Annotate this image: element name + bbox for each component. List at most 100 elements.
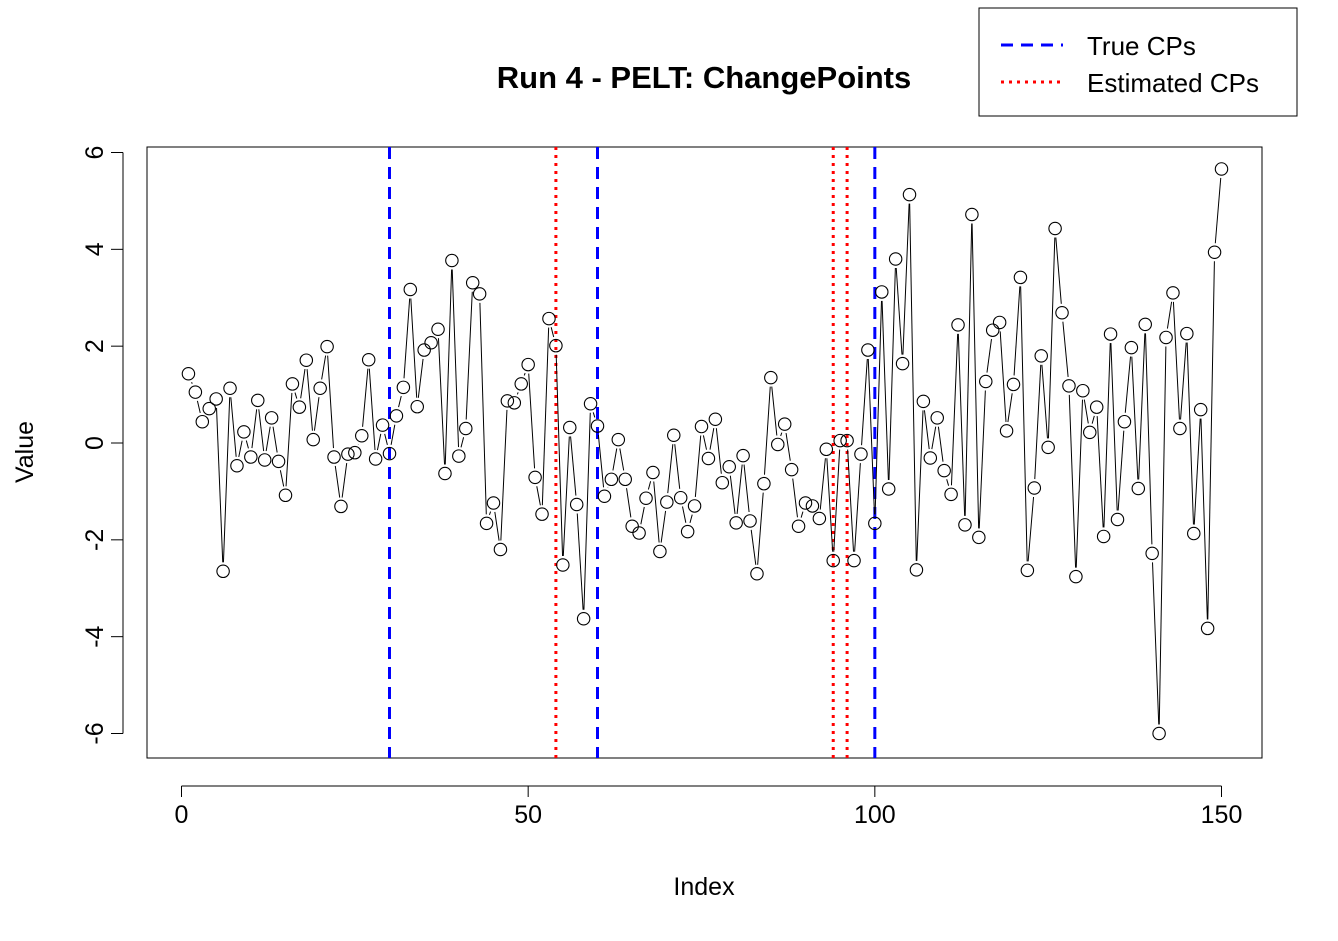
legend-label-true-cps: True CPs — [1087, 31, 1196, 61]
data-point — [854, 447, 868, 461]
series-segment — [888, 267, 896, 481]
data-point — [320, 339, 334, 354]
data-point — [452, 449, 466, 463]
series-segment — [258, 409, 265, 452]
series-segment — [1172, 301, 1180, 420]
series-segment — [986, 339, 992, 373]
data-point — [1006, 377, 1021, 392]
series-segment — [555, 354, 564, 557]
series-segment — [682, 506, 687, 523]
series-segment — [334, 465, 341, 498]
x-tick-label: 50 — [514, 801, 542, 829]
data-point — [479, 516, 494, 531]
data-point — [1117, 414, 1132, 429]
data-point — [958, 518, 972, 532]
y-tick-label: 0 — [81, 436, 109, 450]
series-segment — [368, 368, 376, 451]
data-point — [985, 323, 1000, 337]
data-point — [888, 252, 903, 266]
data-point — [542, 311, 556, 326]
y-tick-label: -4 — [81, 625, 109, 647]
series-segment — [763, 386, 771, 475]
series-segment — [230, 397, 237, 457]
data-point — [583, 397, 598, 411]
data-point — [597, 489, 612, 504]
series-segment — [1020, 286, 1028, 562]
data-point — [528, 470, 542, 485]
series-segment — [550, 327, 555, 338]
data-point — [341, 447, 355, 461]
data-point — [875, 285, 889, 299]
data-point — [604, 472, 619, 487]
series-segment — [191, 382, 193, 384]
data-point — [680, 524, 695, 539]
data-point — [667, 428, 681, 443]
data-point — [486, 496, 501, 510]
data-point — [396, 380, 411, 395]
x-tick-label: 100 — [854, 801, 896, 829]
series-segment — [619, 448, 625, 471]
data-point — [264, 411, 279, 425]
series-segment — [909, 203, 917, 561]
series-segment — [327, 355, 334, 449]
series-segment — [417, 358, 424, 398]
data-point — [403, 282, 418, 297]
data-point — [625, 519, 639, 534]
data-point — [771, 437, 785, 452]
data-point — [1180, 326, 1194, 341]
data-point — [611, 432, 626, 447]
series-segment — [279, 470, 285, 487]
series-segment — [1075, 399, 1083, 568]
data-point — [445, 253, 459, 268]
data-point — [729, 516, 743, 530]
x-tick-label: 0 — [175, 801, 189, 829]
data-point — [833, 433, 847, 448]
y-axis: -6 -4 -2 0 2 4 6 — [81, 146, 124, 745]
data-point — [979, 374, 993, 389]
data-point — [209, 392, 223, 406]
series-segment — [362, 368, 369, 427]
series-segment — [950, 333, 959, 486]
data-point — [549, 338, 563, 353]
series-segment — [750, 529, 757, 565]
data-point — [757, 476, 771, 491]
legend-box — [978, 7, 1298, 117]
data-point — [1159, 330, 1173, 345]
data-point — [438, 466, 452, 481]
series-segment — [488, 511, 492, 516]
series-segment — [1180, 342, 1187, 420]
data-point — [881, 482, 896, 496]
data-point — [389, 409, 404, 423]
data-point — [361, 352, 376, 367]
series-segment — [785, 432, 791, 461]
data-point — [923, 451, 938, 465]
series-segment — [881, 300, 889, 481]
series-segment — [272, 426, 278, 453]
data-point — [244, 450, 258, 464]
series-segment — [667, 444, 674, 494]
data-point — [375, 418, 390, 432]
x-tick-label: 150 — [1201, 801, 1243, 829]
legend: True CPs Estimated CPs — [978, 7, 1298, 117]
series-segment — [1193, 418, 1201, 525]
series-segment — [1034, 364, 1042, 480]
series-segment — [516, 392, 519, 395]
data-point — [972, 530, 986, 545]
series-segment — [562, 436, 570, 557]
data-point — [1013, 270, 1028, 285]
series-segment — [238, 440, 243, 458]
series-segment — [916, 410, 924, 561]
series-segment — [1091, 415, 1095, 424]
series-segment — [294, 392, 298, 399]
series-segment — [743, 464, 750, 513]
data-point — [660, 495, 674, 509]
series-segment — [398, 395, 402, 408]
data-point — [431, 322, 445, 336]
data-point — [743, 514, 757, 528]
series-segment — [978, 390, 986, 529]
data-point — [861, 343, 875, 357]
data-point — [1166, 286, 1180, 300]
data-point — [1110, 512, 1125, 527]
